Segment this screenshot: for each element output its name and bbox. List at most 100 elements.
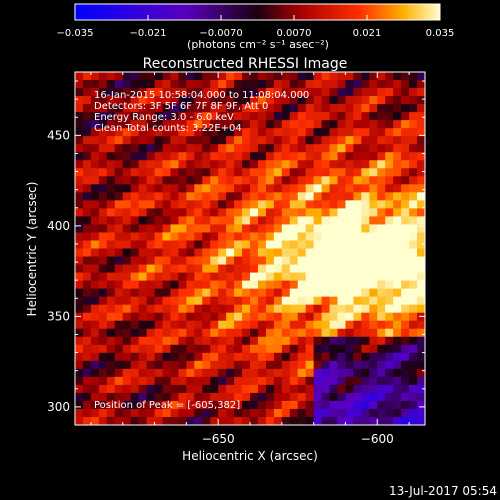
heatmap-cell: [393, 408, 402, 418]
heatmap-cell: [265, 296, 275, 306]
heatmap-cell: [409, 256, 418, 265]
heatmap-cell: [146, 360, 155, 370]
heatmap-cell: [321, 104, 330, 113]
heatmap-cell: [194, 104, 203, 113]
heatmap-cell: [337, 216, 346, 225]
heatmap-cell: [114, 200, 124, 209]
heatmap-cell: [409, 192, 418, 201]
heatmap-cell: [122, 136, 132, 145]
heatmap-cell: [369, 208, 378, 217]
heatmap-cell: [393, 168, 402, 177]
heatmap-cell: [154, 296, 163, 306]
heatmap-cell: [154, 184, 163, 193]
heatmap-cell: [313, 136, 322, 145]
heatmap-cell: [162, 88, 171, 97]
heatmap-cell: [361, 400, 370, 410]
heatmap-cell: [202, 384, 211, 394]
heatmap-cell: [170, 88, 179, 97]
heatmap-cell: [234, 104, 243, 113]
heatmap-cell: [82, 280, 92, 290]
heatmap-cell: [170, 280, 179, 290]
heatmap-cell: [265, 416, 275, 425]
heatmap-cell: [210, 240, 219, 249]
heatmap-cell: [313, 416, 322, 425]
heatmap-cell: [194, 384, 203, 394]
heatmap-cell: [178, 352, 187, 362]
heatmap-cell: [242, 112, 251, 121]
heatmap-cell: [393, 416, 402, 425]
heatmap-cell: [393, 160, 402, 169]
heatmap-cell: [281, 360, 291, 370]
heatmap-cell: [297, 224, 307, 233]
heatmap-cell: [250, 112, 259, 121]
heatmap-cell: [377, 400, 386, 410]
heatmap-cell: [281, 240, 291, 249]
heatmap-cell: [98, 344, 108, 354]
heatmap-cell: [369, 384, 378, 394]
heatmap-cell: [297, 88, 307, 97]
heatmap-cell: [417, 128, 425, 137]
heatmap-cell: [122, 160, 132, 169]
heatmap-cell: [122, 224, 132, 233]
heatmap-cell: [329, 224, 338, 233]
heatmap-cell: [178, 360, 187, 370]
heatmap-cell: [114, 360, 124, 370]
heatmap-cell: [162, 304, 171, 314]
heatmap-cell: [210, 136, 219, 145]
heatmap-cell: [265, 344, 275, 354]
heatmap-cell: [242, 240, 251, 249]
heatmap-cell: [305, 80, 315, 89]
heatmap-cell: [265, 72, 275, 81]
heatmap-cell: [202, 216, 211, 225]
heatmap-cell: [162, 344, 171, 354]
heatmap-cell: [98, 224, 108, 233]
heatmap-cell: [82, 184, 92, 193]
heatmap-cell: [106, 120, 116, 129]
heatmap-cell: [90, 136, 100, 145]
heatmap-cell: [313, 160, 322, 169]
heatmap-cell: [234, 200, 243, 209]
heatmap-cell: [409, 408, 418, 418]
heatmap-cell: [409, 136, 418, 145]
heatmap-cell: [289, 160, 299, 169]
heatmap-cell: [106, 128, 116, 137]
heatmap-cell: [146, 200, 155, 209]
heatmap-cell: [409, 88, 418, 97]
heatmap-cell: [218, 200, 227, 209]
heatmap-cell: [345, 400, 354, 410]
heatmap-cell: [218, 296, 227, 306]
heatmap-cell: [329, 408, 338, 418]
heatmap-cell: [273, 120, 283, 129]
heatmap-cell: [130, 112, 140, 121]
heatmap-cell: [122, 416, 132, 425]
heatmap-cell: [210, 320, 219, 330]
heatmap-cell: [409, 288, 418, 298]
heatmap-cell: [170, 232, 179, 241]
heatmap-cell: [170, 368, 179, 378]
heatmap-cell: [90, 296, 100, 306]
heatmap-cell: [194, 160, 203, 169]
heatmap-cell: [417, 272, 425, 281]
heatmap-cell: [321, 312, 330, 322]
heatmap-cell: [297, 296, 307, 306]
heatmap-cell: [82, 192, 92, 201]
heatmap-cell: [226, 112, 235, 121]
heatmap-cell: [273, 408, 283, 418]
heatmap-cell: [250, 320, 259, 330]
heatmap-cell: [273, 88, 283, 97]
heatmap-cell: [377, 296, 386, 306]
heatmap-cell: [226, 224, 235, 233]
heatmap-cell: [257, 288, 267, 298]
heatmap-cell: [178, 256, 187, 265]
heatmap-cell: [345, 328, 354, 338]
heatmap-cell: [337, 128, 346, 137]
heatmap-cell: [345, 320, 354, 330]
heatmap-cell: [218, 304, 227, 314]
heatmap-cell: [146, 224, 155, 233]
heatmap-cell: [234, 224, 243, 233]
heatmap-cell: [218, 152, 227, 161]
heatmap-cell: [234, 384, 243, 394]
heatmap-cell: [385, 136, 394, 145]
heatmap-cell: [329, 72, 338, 81]
heatmap-cell: [250, 88, 259, 97]
